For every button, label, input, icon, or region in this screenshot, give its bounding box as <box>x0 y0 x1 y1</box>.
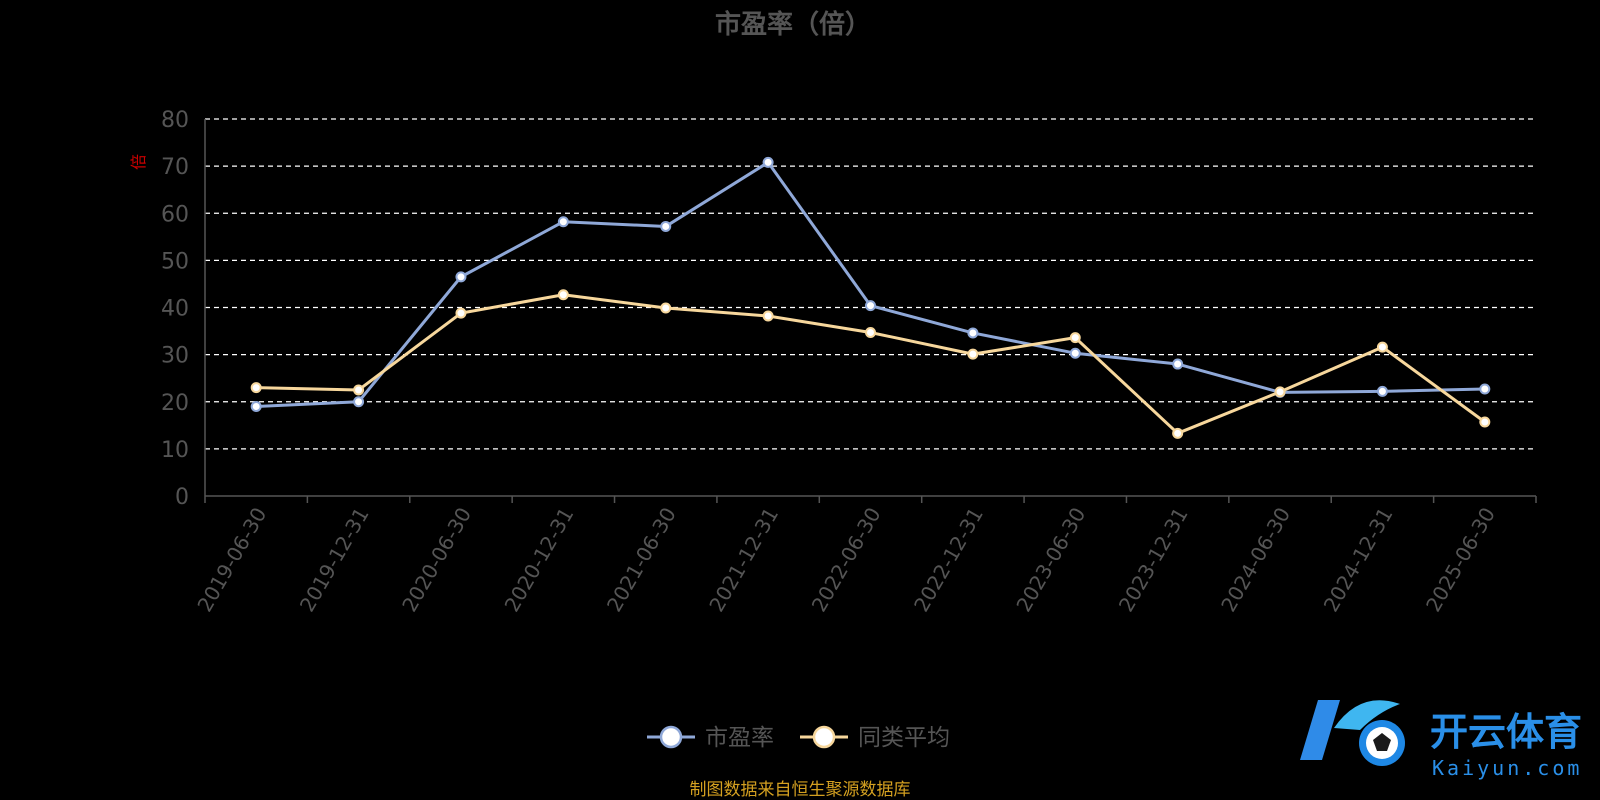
x-tick-label: 2020-12-31 <box>500 503 579 616</box>
x-tick-label: 2023-12-31 <box>1114 503 1193 616</box>
source-note: 制图数据来自恒生聚源数据库 <box>690 780 911 800</box>
data-point[interactable] <box>660 302 672 314</box>
legend-label: 市盈率 <box>705 725 774 751</box>
y-tick-label: 20 <box>161 391 189 416</box>
chart-title: 市盈率（倍） <box>715 9 871 40</box>
series-line <box>256 160 1485 408</box>
data-point[interactable] <box>1376 385 1388 397</box>
axes <box>204 119 1537 503</box>
y-tick-label: 70 <box>161 155 189 180</box>
data-point[interactable] <box>353 396 365 408</box>
x-tick-label: 2021-12-31 <box>704 503 783 616</box>
legend-marker <box>812 725 836 749</box>
legend-label: 同类平均 <box>858 725 950 751</box>
data-point[interactable] <box>660 220 672 232</box>
y-tick-label: 60 <box>161 202 189 227</box>
y-tick-label: 10 <box>161 438 189 463</box>
data-point[interactable] <box>762 310 774 322</box>
x-tick-labels: 2019-06-30 2019-12-31 2020-06-30 2020-12-31… <box>192 503 1500 616</box>
watermark-logo: 开云体育 Kaiyun.com <box>1300 700 1582 780</box>
series-0 <box>250 156 1491 412</box>
legend-item-1[interactable]: 同类平均 <box>800 725 950 751</box>
data-point[interactable] <box>1069 332 1081 344</box>
y-tick-label: 50 <box>161 249 189 274</box>
data-point[interactable] <box>1069 347 1081 359</box>
watermark-domain: Kaiyun.com <box>1432 756 1582 780</box>
x-tick-label: 2022-12-31 <box>909 503 988 616</box>
legend-marker <box>659 725 683 749</box>
data-point[interactable] <box>967 348 979 360</box>
data-point[interactable] <box>865 300 876 312</box>
data-point[interactable] <box>1479 383 1491 395</box>
data-point[interactable] <box>557 216 569 228</box>
y-tick-label: 40 <box>161 297 189 322</box>
series-lines <box>250 156 1491 439</box>
x-tick-label: 2023-06-30 <box>1011 503 1090 616</box>
data-point[interactable] <box>250 400 262 412</box>
y-axis-label: 倍 <box>129 154 148 170</box>
data-point[interactable] <box>762 156 774 168</box>
data-point[interactable] <box>1172 358 1184 370</box>
data-point[interactable] <box>1274 386 1286 398</box>
x-tick-label: 2025-06-30 <box>1421 503 1500 616</box>
data-point[interactable] <box>865 326 876 338</box>
data-point[interactable] <box>455 271 467 283</box>
data-point[interactable] <box>353 384 365 396</box>
y-tick-label: 0 <box>175 485 189 510</box>
y-tick-labels: 0 10 20 30 40 50 60 70 80 <box>161 108 189 510</box>
series-1 <box>250 289 1491 439</box>
data-point[interactable] <box>967 327 979 339</box>
watermark-name: 开云体育 <box>1430 710 1582 754</box>
x-tick-label: 2021-06-30 <box>602 503 681 616</box>
x-tick-label: 2024-06-30 <box>1216 503 1295 616</box>
x-tick-label: 2019-12-31 <box>295 503 374 616</box>
x-tick-label: 2024-12-31 <box>1319 503 1398 616</box>
x-tick-label: 2020-06-30 <box>397 503 476 616</box>
x-tick-label: 2019-06-30 <box>192 503 271 616</box>
series-line <box>256 293 1486 435</box>
data-point[interactable] <box>557 289 569 301</box>
kaiyun-k-logo-icon <box>1300 700 1405 766</box>
grid-lines <box>205 118 1536 450</box>
data-point[interactable] <box>1376 341 1388 353</box>
data-point[interactable] <box>455 307 467 319</box>
legend[interactable]: 市盈率 同类平均 <box>647 725 950 751</box>
y-tick-label: 30 <box>161 344 189 369</box>
data-point[interactable] <box>1172 427 1184 439</box>
data-point[interactable] <box>250 382 262 394</box>
legend-item-0[interactable]: 市盈率 <box>647 725 774 751</box>
y-tick-label: 80 <box>161 108 189 133</box>
data-point[interactable] <box>1479 416 1491 428</box>
x-tick-label: 2022-06-30 <box>807 503 886 616</box>
